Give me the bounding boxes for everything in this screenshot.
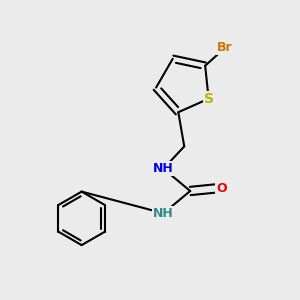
- Text: NH: NH: [153, 162, 174, 175]
- Text: NH: NH: [153, 207, 174, 220]
- Text: O: O: [216, 182, 227, 194]
- Text: Br: Br: [217, 41, 233, 54]
- Text: S: S: [204, 92, 214, 106]
